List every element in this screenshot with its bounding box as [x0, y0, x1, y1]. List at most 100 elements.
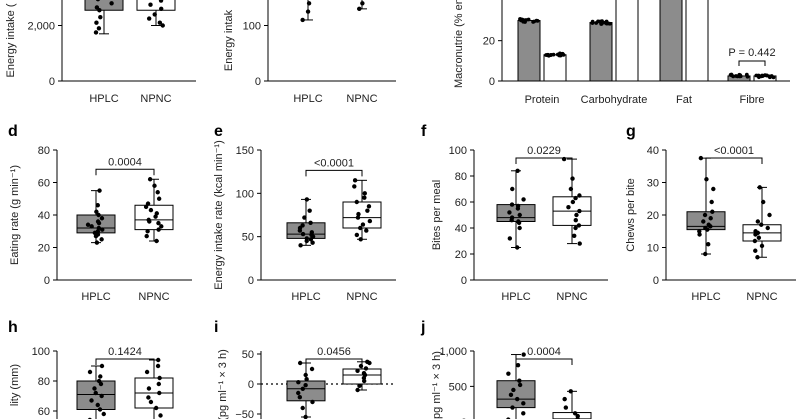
- data-point-j: [515, 362, 521, 368]
- y-tick-label-h: 100: [32, 346, 50, 358]
- data-point-e: [354, 199, 359, 205]
- panel-c: 0 20 Macronutrie (% ene Protein Carbohydrate…: [453, 0, 790, 106]
- data-point-d: [159, 224, 164, 229]
- data-point-d: [95, 203, 100, 208]
- y-tick-label-h: 60: [38, 406, 50, 418]
- data-point-e: [356, 211, 361, 217]
- p-value-f: 0.0229: [527, 145, 561, 157]
- data-point-i: [297, 360, 303, 366]
- data-point-c: [738, 74, 743, 79]
- panel-label-h: h: [8, 319, 18, 336]
- x-tick-label-c-fat: Fat: [676, 94, 692, 106]
- data-point-j: [568, 389, 573, 394]
- data-point-g: [756, 235, 762, 240]
- data-point-g: [701, 219, 706, 224]
- data-point-f: [509, 202, 515, 207]
- y-tick-label-f: 100: [449, 145, 467, 157]
- data-point-g: [704, 177, 709, 182]
- data-point-g: [753, 229, 758, 234]
- data-point-g: [752, 238, 758, 244]
- data-point-d: [156, 227, 161, 232]
- y-tick-label-d: 20: [38, 243, 50, 255]
- data-point-e: [302, 215, 307, 220]
- y-tick-label-j: 1,000: [439, 346, 467, 358]
- y-axis-label-h: lity (mm): [9, 364, 21, 406]
- x-tick-label-f-npnc: NPNC: [556, 291, 587, 303]
- y-tick-label-f: 0: [461, 275, 467, 287]
- data-point-f: [515, 168, 520, 173]
- data-point-b: [305, 9, 311, 14]
- data-point-c: [603, 20, 607, 25]
- y-tick-label-f: 80: [455, 171, 467, 183]
- y-axis-label-f: Bites per meal: [431, 180, 443, 250]
- data-point-i: [300, 405, 305, 411]
- data-point-a: [95, 0, 100, 2]
- data-point-j: [563, 405, 569, 410]
- data-point-d: [97, 188, 102, 193]
- data-point-f: [515, 245, 520, 250]
- significance-bracket-i: [305, 358, 363, 365]
- significance-bracket-e: [305, 169, 363, 177]
- y-tick-label-d: 40: [38, 210, 50, 222]
- data-point-e: [366, 204, 372, 209]
- data-point-h: [93, 390, 98, 396]
- data-point-e: [367, 218, 373, 224]
- data-point-i: [355, 368, 360, 373]
- data-point-i: [361, 371, 367, 376]
- panel-g: g 0 10 20 30 40 Chews per bite HPLC NPNC <0.0001: [625, 123, 796, 303]
- y-tick-label-e: 0: [248, 275, 254, 287]
- p-value-g: <0.0001: [714, 145, 754, 157]
- data-point-d: [95, 219, 101, 224]
- y-tick-label-a: 0: [49, 76, 55, 88]
- y-tick-label-g: 10: [647, 243, 659, 255]
- data-point-c: [590, 21, 595, 25]
- y-tick-label-e: 50: [242, 232, 254, 244]
- y-tick-label-d: 80: [38, 145, 50, 157]
- data-point-e: [300, 223, 305, 228]
- data-point-c: [548, 53, 553, 58]
- panel-label-g: g: [626, 123, 636, 140]
- data-point-h: [92, 386, 97, 391]
- data-point-c: [526, 17, 531, 22]
- data-point-h: [97, 407, 103, 412]
- data-point-b: [300, 17, 305, 23]
- data-point-f: [576, 223, 582, 228]
- data-point-c: [520, 17, 525, 22]
- y-axis-label-c: Macronutrie (% ene: [453, 0, 465, 88]
- data-point-g: [755, 255, 760, 260]
- data-point-j: [521, 411, 526, 416]
- y-tick-label-e: 100: [236, 188, 254, 200]
- significance-bracket-f: [515, 157, 573, 164]
- data-point-a: [152, 12, 157, 17]
- data-point-g: [703, 251, 708, 257]
- data-point-f: [507, 210, 512, 215]
- data-point-i: [296, 390, 301, 396]
- data-point-b: [306, 1, 312, 6]
- y-tick-label-d: 0: [44, 275, 50, 287]
- data-point-i: [304, 377, 309, 382]
- y-axis-label-d: Eating rate (g min⁻¹): [9, 165, 21, 265]
- data-point-g: [697, 229, 702, 234]
- panel-label-d: d: [8, 123, 18, 140]
- data-point-g: [760, 199, 766, 205]
- data-point-g: [703, 225, 708, 231]
- data-point-c: [734, 74, 738, 78]
- y-tick-label-i: 0: [248, 379, 254, 391]
- data-point-d: [94, 209, 99, 214]
- data-point-f: [507, 236, 513, 241]
- x-tick-label-f-hplc: HPLC: [501, 291, 530, 303]
- data-point-f: [573, 195, 578, 201]
- panel-f: f 0 20 40 60 80 100 Bites per meal HPLC NPNC 0.022…: [421, 123, 608, 303]
- x-tick-label-b-npnc: NPNC: [346, 93, 377, 105]
- data-point-f: [577, 208, 582, 214]
- data-point-a: [160, 23, 165, 28]
- data-point-j: [521, 401, 526, 406]
- data-point-f: [517, 225, 522, 231]
- data-point-a: [94, 5, 100, 10]
- data-point-h: [144, 369, 150, 375]
- data-point-c: [744, 72, 749, 77]
- significance-bracket-c: [738, 60, 766, 66]
- data-point-g: [711, 186, 716, 192]
- data-point-i: [303, 372, 308, 378]
